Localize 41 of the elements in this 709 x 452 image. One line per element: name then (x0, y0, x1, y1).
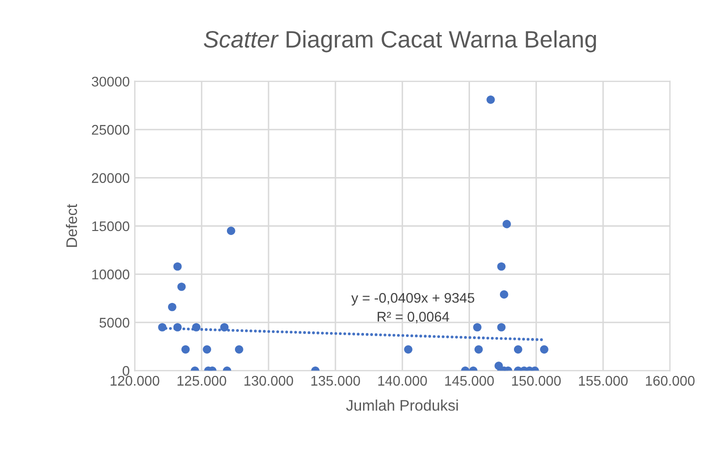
x-tick-label: 120.000 (110, 376, 160, 386)
x-tick-label: 160.000 (646, 376, 695, 386)
x-tick-label: 140.000 (378, 376, 427, 386)
point (158, 323, 166, 332)
y-tick-label: 30000 (92, 76, 130, 87)
x-tick-label: 135.000 (311, 376, 360, 386)
point (500, 290, 508, 299)
y-tick-label: 0 (122, 366, 130, 376)
x-tick-label: 155.000 (579, 376, 628, 386)
point (181, 345, 190, 354)
annotation: R² = 0,0064 (378, 312, 450, 324)
y-tick-label: 10000 (92, 270, 130, 280)
x-tick-label: 130.000 (244, 376, 294, 386)
point (226, 226, 236, 235)
point (220, 323, 229, 332)
point (192, 323, 200, 332)
point (404, 345, 412, 354)
point (540, 345, 548, 354)
point (497, 323, 506, 332)
point (502, 220, 511, 228)
point (514, 345, 522, 354)
point (202, 345, 212, 354)
point (173, 262, 182, 271)
x-tick-label: 150.000 (512, 376, 561, 386)
x-tick-label: 145.000 (445, 376, 494, 386)
y-axis-title: Defect (66, 204, 78, 247)
point (234, 345, 244, 354)
point (473, 323, 482, 332)
point (177, 282, 186, 291)
point (474, 345, 483, 354)
x-axis-title: Jumlah Produksi (346, 400, 458, 411)
y-tick-label: 15000 (92, 221, 130, 232)
y-tick-label: 20000 (92, 173, 130, 183)
chart-title: Scatter Diagram Cacat Warna Belang (204, 30, 596, 52)
annotation: y = -0,0409x + 9345 (351, 292, 474, 306)
point (173, 323, 182, 332)
y-tick-label: 5000 (100, 318, 130, 328)
point (168, 302, 176, 312)
point (497, 262, 506, 271)
y-tick-label: 25000 (92, 124, 130, 135)
x-tick-label: 125.000 (178, 376, 226, 386)
